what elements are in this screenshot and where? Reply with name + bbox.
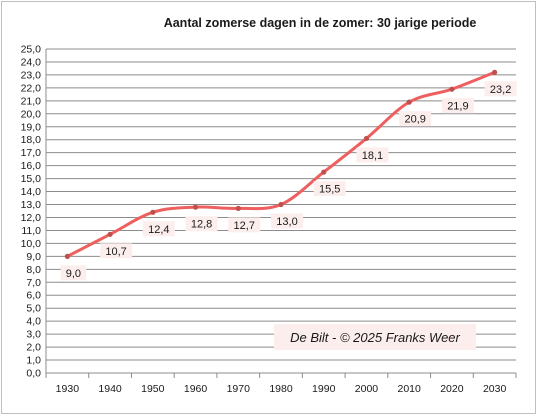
y-tick-label: 21,0 [21, 95, 42, 107]
credit-box: De Bilt - © 2025 Franks Weer [274, 324, 476, 350]
y-tick-label: 13,0 [21, 199, 42, 211]
data-label-background [271, 213, 303, 229]
data-point [363, 135, 370, 142]
data-label-background [228, 217, 261, 233]
x-tick-label: 1930 [56, 383, 80, 395]
data-label-background [356, 147, 389, 163]
data-point [64, 253, 70, 259]
y-tick-label: 5,0 [26, 303, 41, 315]
data-label: 15,5 [319, 184, 340, 196]
data-label: 13,0 [276, 216, 297, 228]
data-label: 12,8 [191, 219, 212, 231]
y-tick-label: 3,0 [26, 329, 41, 341]
y-tick-label: 4,0 [26, 316, 41, 328]
data-label: 21,9 [447, 101, 468, 113]
x-tick-label: 2030 [483, 383, 507, 395]
y-tick-label: 9,0 [26, 251, 41, 263]
x-tick-label: 2020 [440, 383, 464, 395]
y-tick-label: 20,0 [21, 108, 42, 120]
x-tick-label: 1990 [312, 383, 336, 395]
y-tick-label: 0,0 [26, 368, 41, 380]
data-label-background [185, 216, 218, 232]
data-point [492, 69, 498, 75]
data-label: 20,9 [404, 114, 425, 126]
series-line-path [65, 70, 497, 258]
data-label: 18,1 [362, 150, 383, 162]
y-tick-label: 12,0 [21, 212, 42, 224]
data-label: 10,7 [105, 246, 126, 258]
x-axis: 1930 1940 1950 1960 1970 1980 1990 2000 2010 2020… [45, 373, 517, 395]
data-label-background [441, 98, 474, 114]
data-label-background [484, 81, 517, 97]
data-point [321, 169, 327, 175]
x-tick-label: 1960 [184, 383, 208, 395]
data-label-background [100, 243, 133, 259]
y-tick-label: 18,0 [21, 134, 42, 146]
x-tick-label: 1940 [98, 383, 122, 395]
y-tick-label: 2,0 [26, 342, 41, 354]
y-tick-label: 25,0 [21, 44, 42, 56]
chart-title: Aantal zomerse dagen in de zomer: 30 jar… [164, 16, 477, 30]
series-line [65, 70, 497, 258]
x-tick-label: 1980 [269, 383, 293, 395]
y-tick-label: 22,0 [21, 82, 42, 94]
y-tick-label: 6,0 [26, 290, 41, 302]
y-tick-label: 24,0 [21, 56, 42, 68]
data-point [235, 205, 241, 212]
y-tick-label: 15,0 [21, 173, 42, 185]
y-axis: 0,01,02,03,04,05,06,07,08,09,010,011,012… [21, 44, 42, 380]
data-point [192, 204, 199, 210]
data-label: 23,2 [490, 84, 511, 96]
data-label: 12,7 [234, 220, 255, 232]
credit-text: De Bilt - © 2025 Franks Weer [290, 330, 460, 345]
y-tick-label: 8,0 [26, 264, 41, 276]
data-point [107, 231, 113, 237]
y-tick-label: 11,0 [21, 225, 41, 237]
data-point [406, 99, 412, 105]
data-point [150, 209, 156, 215]
data-labels: 9,0 10,7 12,4 12,8 12,7 13,0 15,5 18,1 20,9 21,9 2… [60, 81, 517, 281]
data-label: 12,4 [148, 224, 169, 236]
x-tick-label: 1970 [227, 383, 251, 395]
y-tick-label: 1,0 [26, 355, 41, 367]
y-tick-label: 10,0 [21, 238, 42, 250]
credit-background [274, 324, 476, 350]
data-label-background [399, 111, 432, 127]
x-tick-label: 2010 [398, 383, 422, 395]
y-tick-label: 16,0 [21, 160, 42, 172]
data-points [64, 69, 498, 259]
x-tick-label: 2000 [355, 383, 379, 395]
x-tick-label: 1950 [141, 383, 165, 395]
data-label: 9,0 [66, 268, 81, 280]
data-label-background [60, 265, 87, 281]
y-tick-label: 17,0 [21, 147, 42, 159]
data-label-background [142, 221, 175, 237]
y-tick-label: 23,0 [21, 69, 42, 81]
y-tick-label: 14,0 [21, 186, 42, 198]
y-tick-label: 7,0 [26, 277, 41, 289]
y-tick-label: 19,0 [21, 121, 42, 133]
data-point [449, 86, 455, 92]
data-point [278, 201, 284, 208]
data-label-background [313, 181, 346, 197]
